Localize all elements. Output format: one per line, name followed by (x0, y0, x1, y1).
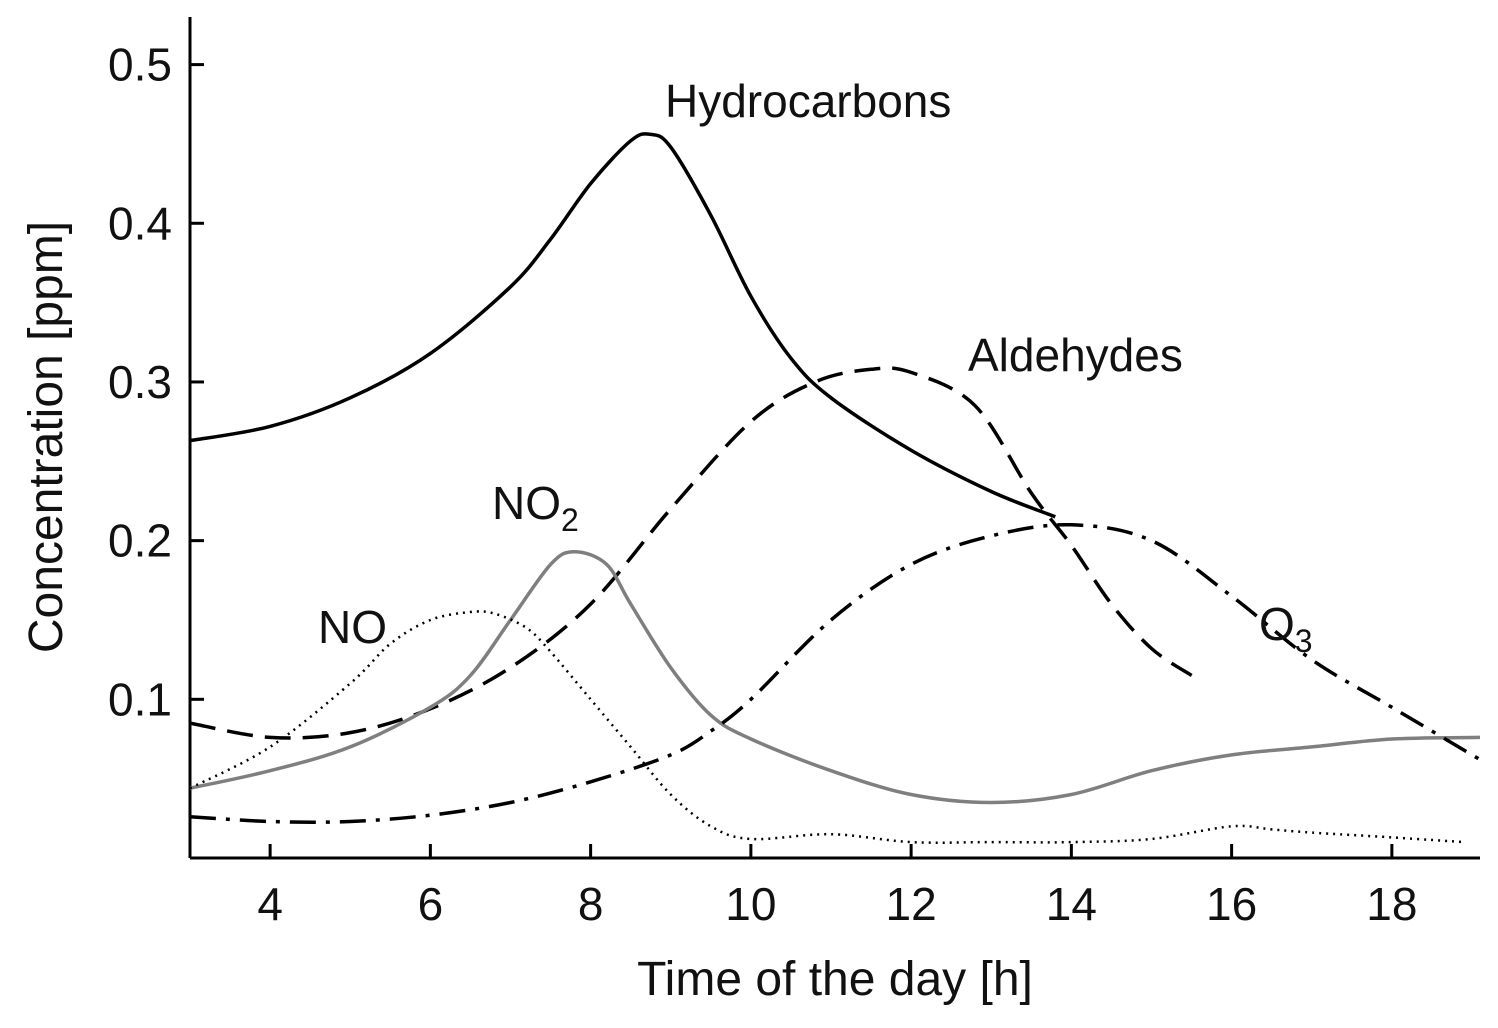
series-label-main: NO (492, 477, 561, 529)
series-label-hydrocarbons: Hydrocarbons (665, 75, 951, 127)
y-tick-label: 0.1 (108, 673, 172, 725)
series-line-no2 (189, 549, 1481, 805)
x-tick-label: 16 (1206, 878, 1257, 930)
x-tick-label: 4 (257, 878, 283, 930)
y-axis-title: Concentration [ppm] (20, 221, 73, 653)
series-lines (189, 132, 1481, 844)
x-ticks: 4 6 8 10 12 14 16 18 (257, 844, 1417, 930)
series-line-o3 (189, 522, 1481, 824)
x-tick-label: 14 (1046, 878, 1097, 930)
y-tick-label: 0.5 (108, 39, 172, 91)
series-line-aldehydes (189, 366, 1193, 740)
series-label-subscript: 3 (1295, 623, 1313, 659)
x-tick-label: 12 (886, 878, 937, 930)
series-label-o3: O3 (1259, 598, 1313, 659)
series-label-main: O (1259, 598, 1295, 650)
series-label-subscript: 2 (561, 502, 579, 538)
y-tick-label: 0.3 (108, 356, 172, 408)
x-tick-label: 18 (1366, 878, 1417, 930)
series-label-aldehydes: Aldehydes (968, 329, 1183, 381)
x-tick-label: 6 (418, 878, 444, 930)
series-label-no: NO (318, 601, 387, 653)
series-label-no2: NO2 (492, 477, 579, 538)
series-line-hydrocarbons (189, 132, 1056, 519)
x-tick-label: 10 (725, 878, 776, 930)
y-tick-label: 0.4 (108, 197, 172, 249)
x-axis-title: Time of the day [h] (637, 953, 1033, 1006)
x-tick-label: 8 (578, 878, 604, 930)
y-tick-label: 0.2 (108, 515, 172, 567)
y-ticks: 0.1 0.2 0.3 0.4 0.5 (108, 39, 204, 725)
axes (188, 17, 1480, 860)
